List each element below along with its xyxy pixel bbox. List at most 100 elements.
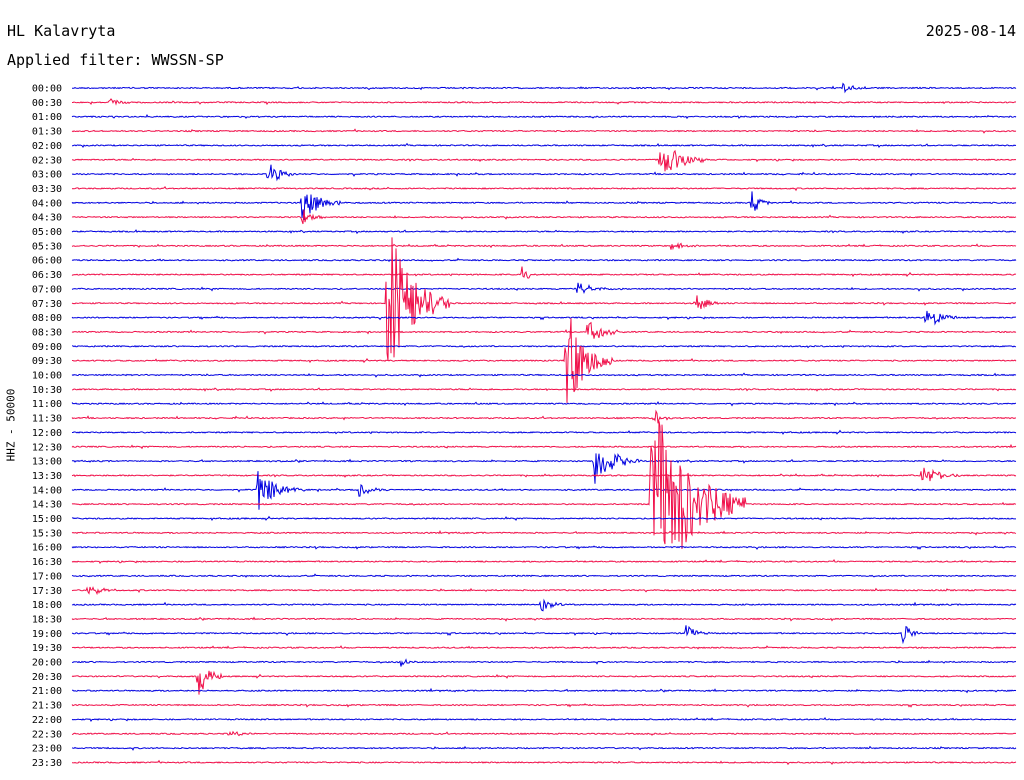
time-label-1000: 10:00 bbox=[32, 371, 62, 382]
time-label-1630: 16:30 bbox=[32, 557, 62, 568]
trace-row-0230 bbox=[71, 149, 1017, 172]
time-label-1830: 18:30 bbox=[32, 614, 62, 625]
trace-row-0430 bbox=[71, 209, 1017, 225]
time-label-2300: 23:00 bbox=[32, 744, 62, 755]
trace-row-1730 bbox=[71, 586, 1017, 596]
time-label-2130: 21:30 bbox=[32, 701, 62, 712]
trace-row-1400 bbox=[71, 471, 1017, 510]
trace-row-0730 bbox=[71, 237, 1017, 361]
time-label-1900: 19:00 bbox=[32, 629, 62, 640]
time-label-0500: 05:00 bbox=[32, 227, 62, 238]
time-label-1400: 14:00 bbox=[32, 485, 62, 496]
station-title: HL Kalavryta bbox=[7, 22, 116, 40]
trace-row-2230 bbox=[71, 730, 1017, 737]
time-label-0600: 06:00 bbox=[32, 256, 62, 267]
time-label-2200: 22:00 bbox=[32, 715, 62, 726]
trace-row-1200 bbox=[72, 429, 1017, 435]
trace-row-0330 bbox=[71, 186, 1017, 192]
trace-row-2330 bbox=[72, 759, 1017, 766]
time-label-0730: 07:30 bbox=[32, 299, 62, 310]
trace-row-2030 bbox=[71, 670, 1017, 695]
time-label-1800: 18:00 bbox=[32, 600, 62, 611]
trace-row-0000 bbox=[72, 82, 1017, 94]
time-label-2030: 20:30 bbox=[32, 672, 62, 683]
time-label-2100: 21:00 bbox=[32, 686, 62, 697]
time-label-1300: 13:00 bbox=[32, 457, 62, 468]
trace-row-0500 bbox=[71, 229, 1016, 235]
trace-row-0700 bbox=[71, 282, 1017, 295]
date-label: 2025-08-14 bbox=[925, 22, 1016, 40]
trace-row-1700 bbox=[71, 573, 1017, 578]
trace-row-1800 bbox=[71, 598, 1017, 612]
trace-row-1530 bbox=[71, 529, 1017, 536]
trace-row-1930 bbox=[71, 645, 1017, 650]
trace-row-0400 bbox=[71, 191, 1017, 221]
trace-row-1330 bbox=[71, 467, 1017, 482]
trace-row-0630 bbox=[71, 266, 1017, 279]
trace-row-0930 bbox=[72, 318, 1017, 403]
trace-row-1000 bbox=[71, 372, 1017, 378]
trace-row-0200 bbox=[72, 142, 1017, 149]
trace-row-1500 bbox=[71, 515, 1016, 522]
time-label-0630: 06:30 bbox=[32, 270, 62, 281]
time-label-1430: 14:30 bbox=[32, 500, 62, 511]
time-label-0300: 03:00 bbox=[32, 170, 62, 181]
time-label-1130: 11:30 bbox=[32, 414, 62, 425]
filter-label: Applied filter: WWSSN-SP bbox=[7, 51, 224, 69]
time-label-0200: 02:00 bbox=[32, 141, 62, 152]
trace-row-2300 bbox=[71, 745, 1017, 751]
trace-row-1600 bbox=[71, 545, 1017, 550]
time-label-0030: 00:30 bbox=[32, 98, 62, 109]
time-label-1530: 15:30 bbox=[32, 528, 62, 539]
time-label-0930: 09:30 bbox=[32, 356, 62, 367]
trace-row-2000 bbox=[72, 658, 1016, 667]
time-label-0800: 08:00 bbox=[32, 313, 62, 324]
time-label-0900: 09:00 bbox=[32, 342, 62, 353]
trace-row-0530 bbox=[71, 242, 1017, 251]
time-label-1100: 11:00 bbox=[32, 399, 62, 410]
trace-row-0030 bbox=[72, 98, 1017, 106]
time-label-1600: 16:00 bbox=[32, 543, 62, 554]
time-label-0700: 07:00 bbox=[32, 284, 62, 295]
trace-row-0100 bbox=[71, 114, 1017, 120]
trace-row-1030 bbox=[71, 387, 1017, 392]
trace-row-1830 bbox=[71, 616, 1017, 622]
trace-row-2200 bbox=[71, 716, 1017, 722]
time-label-0830: 08:30 bbox=[32, 327, 62, 338]
trace-rows bbox=[71, 82, 1017, 766]
trace-row-1230 bbox=[71, 443, 1017, 450]
time-label-0530: 05:30 bbox=[32, 241, 62, 252]
time-label-2000: 20:00 bbox=[32, 658, 62, 669]
time-label-0430: 04:30 bbox=[32, 213, 62, 224]
time-label-1700: 17:00 bbox=[32, 571, 62, 582]
trace-row-2130 bbox=[71, 703, 1017, 708]
time-label-0000: 00:00 bbox=[32, 84, 62, 95]
trace-row-0900 bbox=[72, 344, 1017, 349]
trace-row-1900 bbox=[71, 625, 1017, 645]
trace-row-1130 bbox=[71, 409, 1016, 424]
time-label-1030: 10:30 bbox=[32, 385, 62, 396]
time-label-2330: 23:30 bbox=[32, 758, 62, 769]
time-label-0100: 01:00 bbox=[32, 112, 62, 123]
trace-row-0600 bbox=[71, 257, 1017, 263]
time-label-0330: 03:30 bbox=[32, 184, 62, 195]
time-label-1200: 12:00 bbox=[32, 428, 62, 439]
trace-row-0800 bbox=[71, 310, 1017, 326]
trace-row-2100 bbox=[72, 687, 1017, 694]
time-label-1930: 19:30 bbox=[32, 643, 62, 654]
trace-row-0130 bbox=[71, 128, 1017, 134]
time-label-1330: 13:30 bbox=[32, 471, 62, 482]
time-label-0400: 04:00 bbox=[32, 198, 62, 209]
time-label-0130: 01:30 bbox=[32, 127, 62, 138]
trace-row-1630 bbox=[71, 559, 1017, 565]
trace-row-0300 bbox=[71, 164, 1017, 182]
time-label-1230: 12:30 bbox=[32, 442, 62, 453]
time-tick-labels: 00:00 00:30 01:00 01:30 02:00 02:30 03:00 03:30… bbox=[32, 84, 62, 769]
time-label-0230: 02:30 bbox=[32, 155, 62, 166]
trace-row-1300 bbox=[71, 452, 1017, 484]
trace-row-1430 bbox=[71, 421, 1017, 550]
time-label-2230: 22:30 bbox=[32, 729, 62, 740]
time-label-1730: 17:30 bbox=[32, 586, 62, 597]
trace-row-1100 bbox=[71, 401, 1017, 407]
